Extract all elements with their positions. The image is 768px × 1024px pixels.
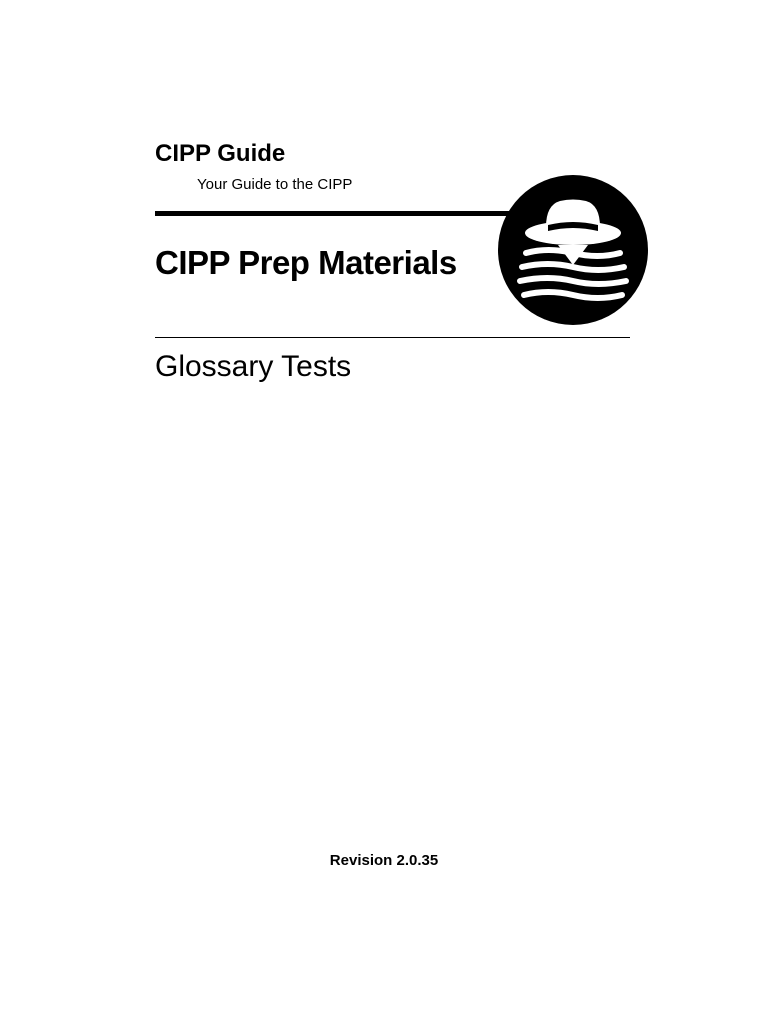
document-page: CIPP Guide Your Guide to the CIPP CIPP P… <box>0 0 768 384</box>
revision-text: Revision 2.0.35 <box>330 852 438 869</box>
header-title: CIPP Guide <box>155 140 638 168</box>
divider-thin <box>155 337 630 338</box>
section-title: Glossary Tests <box>155 350 638 384</box>
logo-icon <box>498 175 648 325</box>
